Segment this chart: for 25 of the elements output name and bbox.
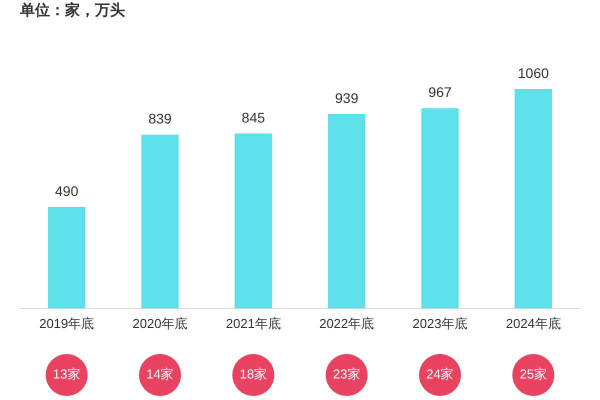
data-label: 939	[334, 90, 359, 106]
bar	[514, 88, 552, 308]
bar	[234, 133, 272, 308]
text: 23家	[332, 366, 360, 382]
data-label: 967	[428, 84, 452, 100]
data-label: 839	[148, 110, 172, 127]
chart-title: 单位：家，万头	[19, 1, 125, 20]
text: 24家	[426, 366, 454, 382]
x-tick-label: 2024年底	[506, 316, 561, 331]
bar	[421, 108, 459, 308]
x-tick-label: 2019年底	[39, 316, 94, 331]
bar	[48, 206, 86, 308]
bar	[328, 114, 366, 308]
text: 25家	[520, 366, 548, 382]
bar	[141, 134, 179, 308]
x-tick-label: 2022年底	[319, 316, 374, 331]
x-tick-label: 2023年底	[412, 316, 468, 331]
text: 13家	[52, 366, 80, 382]
text: 18家	[240, 366, 268, 382]
data-label: 845	[242, 109, 266, 126]
data-label: 1060	[518, 64, 550, 81]
text: 14家	[146, 366, 174, 382]
x-tick-label: 2021年底	[226, 316, 281, 331]
data-label: 490	[54, 182, 79, 199]
x-tick-label: 2020年底	[132, 316, 188, 331]
